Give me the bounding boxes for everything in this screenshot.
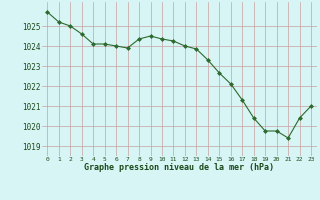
X-axis label: Graphe pression niveau de la mer (hPa): Graphe pression niveau de la mer (hPa) (84, 163, 274, 172)
